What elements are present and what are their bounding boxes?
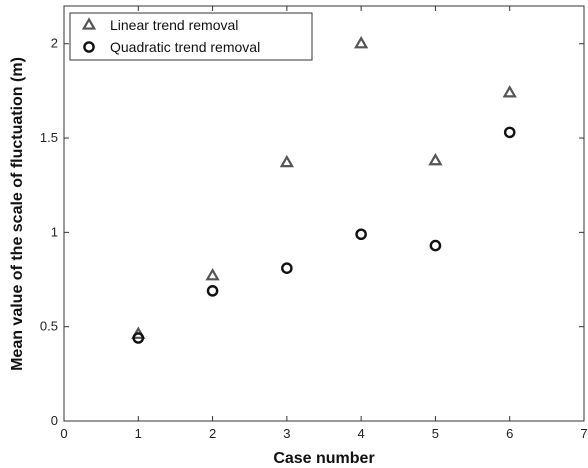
x-tick-label: 5 <box>432 426 439 441</box>
plot-area <box>63 5 585 422</box>
x-tick-label: 1 <box>135 426 142 441</box>
y-tick-label: 1.5 <box>40 130 58 145</box>
x-tick-label: 0 <box>60 426 67 441</box>
quadratic-trend-point <box>206 285 219 297</box>
y-tick-label: 2 <box>51 36 58 51</box>
legend-triangle-marker <box>81 17 97 30</box>
y-tick-label: 0 <box>51 413 58 428</box>
x-tick-label: 2 <box>209 426 216 441</box>
linear-trend-point <box>428 152 443 166</box>
linear-trend-point <box>205 268 220 281</box>
legend-box <box>69 12 313 61</box>
linear-trend-point <box>354 36 369 49</box>
legend-circle-marker <box>83 41 95 53</box>
legend: Linear trend removal Quadratic trend remo… <box>69 12 313 61</box>
y-axis-title: Mean value of the scale of fluctuation (… <box>9 57 26 371</box>
y-tick-label: 0.5 <box>40 319 58 334</box>
axis-ticks: 0 1 2 3 4 5 6 7 0 0.5 1 1.5 2 <box>40 6 588 441</box>
legend-label: Quadratic trend removal <box>110 39 260 55</box>
x-tick-label: 7 <box>580 426 587 441</box>
x-tick-label: 3 <box>283 426 290 441</box>
x-axis-title: Case number <box>273 450 374 467</box>
x-tick-label: 6 <box>506 426 513 441</box>
x-tick-label: 4 <box>358 426 365 441</box>
linear-trend-point <box>502 85 517 98</box>
quadratic-trend-point <box>503 126 516 139</box>
quadratic-trend-point <box>132 332 145 344</box>
y-tick-label: 1 <box>51 224 58 239</box>
quadratic-trend-point <box>355 228 367 241</box>
data-points <box>131 36 517 344</box>
quadratic-trend-point <box>281 262 293 275</box>
legend-label: Linear trend removal <box>110 17 238 33</box>
linear-trend-point <box>279 154 294 168</box>
quadratic-trend-point <box>429 239 442 252</box>
